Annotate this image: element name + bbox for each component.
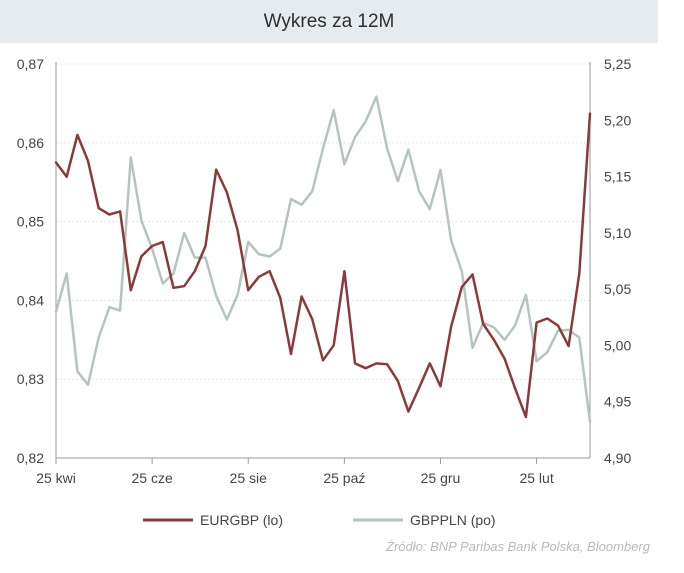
- y-left-tick-label: 0,84: [17, 292, 44, 308]
- y-left-tick-label: 0,85: [17, 214, 44, 230]
- y-right-tick-label: 5,15: [604, 169, 631, 185]
- y-right-tick-label: 5,00: [604, 337, 631, 353]
- source-note: Źródło: BNP Paribas Bank Polska, Bloombe…: [386, 539, 650, 554]
- y-right-tick-label: 4,95: [604, 394, 631, 410]
- y-right-tick-label: 5,05: [604, 281, 631, 297]
- x-tick-label: 25 paź: [323, 470, 365, 486]
- y-right-tick-label: 5,10: [604, 225, 631, 241]
- x-tick-label: 25 lut: [519, 470, 553, 486]
- x-tick-label: 25 sie: [230, 470, 268, 486]
- x-tick-label: 25 gru: [421, 470, 461, 486]
- x-tick-label: 25 kwi: [36, 470, 76, 486]
- y-left-tick-label: 0,87: [17, 56, 44, 72]
- chart-title: Wykres za 12M: [263, 10, 395, 32]
- y-left-tick-label: 0,86: [17, 135, 44, 151]
- chart-title-bar: Wykres za 12M: [0, 0, 658, 43]
- series-line-eurgbp: [54, 112, 592, 419]
- x-tick-label: 25 cze: [131, 470, 172, 486]
- y-right-tick-label: 5,20: [604, 112, 631, 128]
- y-left-tick-label: 0,82: [17, 450, 44, 466]
- y-left-tick-label: 0,83: [17, 371, 44, 387]
- y-right-tick-label: 5,25: [604, 56, 631, 72]
- legend-label: GBPPLN (po): [410, 512, 496, 528]
- series-line-gbppln: [54, 95, 592, 424]
- legend-label: EURGBP (lo): [200, 512, 283, 528]
- y-right-tick-label: 4,90: [604, 450, 631, 466]
